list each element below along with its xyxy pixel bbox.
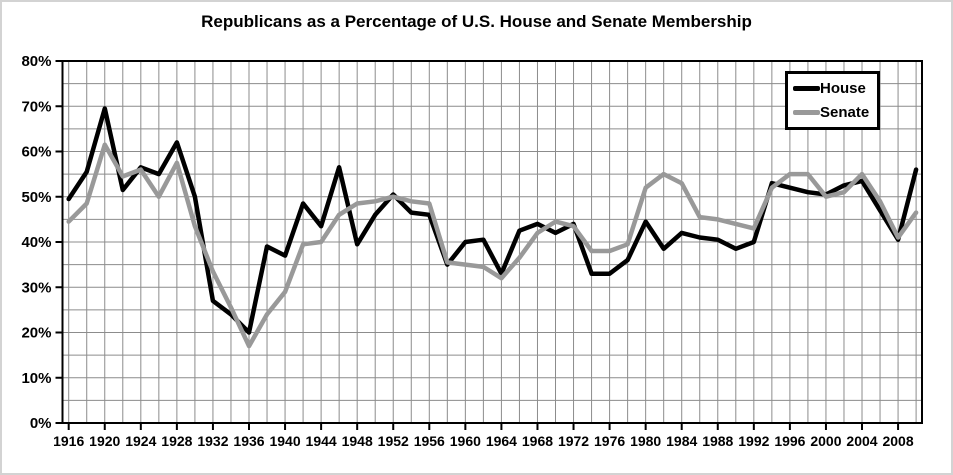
y-axis-tick-label: 50%	[21, 189, 51, 206]
x-axis-tick-label: 1924	[125, 433, 156, 449]
y-axis-tick-label: 40%	[21, 234, 51, 251]
y-axis-tick-label: 30%	[21, 279, 51, 296]
x-axis-tick-label: 1968	[522, 433, 553, 449]
x-axis-tick-label: 1928	[161, 433, 192, 449]
x-axis-tick-label: 1916	[53, 433, 84, 449]
y-axis-tick-label: 70%	[21, 98, 51, 115]
x-axis-tick-label: 1980	[630, 433, 661, 449]
x-axis-tick-label: 2000	[810, 433, 841, 449]
senate-line	[66, 142, 919, 349]
y-axis-tick-label: 60%	[21, 144, 51, 161]
x-axis-tick-label: 1988	[702, 433, 733, 449]
x-axis-tick-label: 1960	[450, 433, 481, 449]
y-axis-tick-label: 10%	[21, 370, 51, 387]
x-axis-tick-label: 1920	[89, 433, 120, 449]
legend: House Senate	[785, 71, 880, 130]
x-axis-tick-label: 1972	[558, 433, 589, 449]
x-axis-tick-label: 1976	[594, 433, 625, 449]
x-axis-tick-label: 1996	[774, 433, 805, 449]
x-axis-tick-label: 1936	[233, 433, 264, 449]
senate-line-swatch	[793, 110, 820, 116]
x-axis-tick-label: 2008	[882, 433, 913, 449]
legend-label-house: House	[820, 79, 866, 97]
legend-label-senate: Senate	[820, 104, 870, 122]
y-axis-tick-label: 0%	[30, 415, 52, 432]
x-axis-tick-label: 1984	[666, 433, 697, 449]
x-axis-tick-label: 1992	[738, 433, 769, 449]
x-axis-tick-label: 1956	[414, 433, 445, 449]
house-line-swatch	[793, 85, 820, 91]
x-axis-tick-label: 1944	[306, 433, 337, 449]
legend-item-senate: Senate	[793, 105, 873, 120]
x-axis-tick-label: 1964	[486, 433, 517, 449]
legend-item-house: House	[793, 81, 873, 96]
x-axis-tick-label: 1948	[342, 433, 373, 449]
y-axis-tick-label: 20%	[21, 325, 51, 342]
y-axis-tick-label: 80%	[21, 53, 51, 70]
x-axis-tick-label: 1932	[197, 433, 228, 449]
x-axis-tick-label: 1952	[378, 433, 409, 449]
house-line	[66, 106, 919, 335]
x-axis-tick-label: 1940	[269, 433, 300, 449]
x-axis-tick-label: 2004	[846, 433, 877, 449]
chart-title: Republicans as a Percentage of U.S. Hous…	[201, 12, 752, 31]
